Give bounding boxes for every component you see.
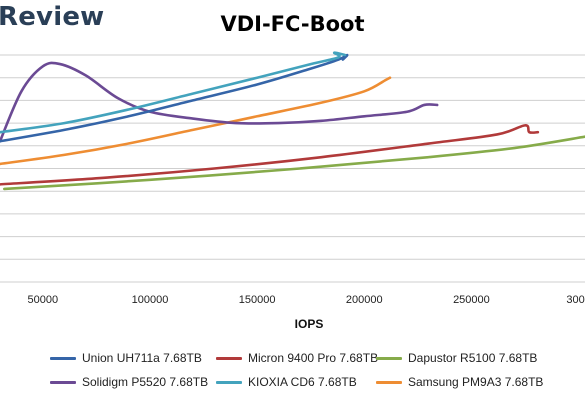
- legend-label: Micron 9400 Pro 7.68TB: [248, 351, 379, 365]
- series-line-dapustor-r5100-7-68tb: [2, 135, 585, 191]
- legend-entry: Solidigm P5520 7.68TB: [50, 375, 208, 389]
- legend-label: KIOXIA CD6 7.68TB: [248, 375, 357, 389]
- legend-swatch: [50, 356, 76, 360]
- x-axis-label: IOPS: [295, 317, 324, 331]
- chart-title: VDI-FC-Boot: [220, 12, 365, 36]
- x-tick-label: 150000: [239, 294, 276, 306]
- x-tick-label: 50000: [28, 294, 59, 306]
- gridlines: [0, 54, 585, 283]
- legend-label: Solidigm P5520 7.68TB: [82, 375, 209, 389]
- x-tick-label: 200000: [346, 294, 383, 306]
- series-line-solidigm-p5520-7-68tb: [0, 61, 439, 143]
- legend-entry: Union UH711a 7.68TB: [50, 351, 202, 365]
- legend-entry: KIOXIA CD6 7.68TB: [216, 375, 357, 389]
- line-chart: 50000 100000 150000 200000 250000 3000 IOPS: [0, 51, 585, 331]
- legend-label: Union UH711a 7.68TB: [82, 351, 202, 365]
- legend-swatch: [50, 380, 76, 384]
- legend-entry: Samsung PM9A3 7.68TB: [376, 375, 543, 389]
- x-axis-ticks: 50000 100000 150000 200000 250000 3000: [28, 294, 585, 306]
- legend: Union UH711a 7.68TB Micron 9400 Pro 7.68T…: [0, 347, 585, 397]
- series-lines: [0, 51, 585, 191]
- x-tick-label: 250000: [453, 294, 490, 306]
- brand-logo-text: Review: [0, 2, 105, 32]
- legend-label: Dapustor R5100 7.68TB: [408, 351, 538, 365]
- series-line-micron-9400-pro-7-68tb: [0, 124, 540, 186]
- legend-swatch: [376, 380, 402, 384]
- series-line-kioxia-cd6-7-68tb: [0, 51, 347, 134]
- x-tick-label: 100000: [132, 294, 169, 306]
- legend-entry: Micron 9400 Pro 7.68TB: [216, 351, 378, 365]
- x-tick-label: 3000: [566, 294, 585, 306]
- legend-swatch: [376, 356, 402, 360]
- series-line-samsung-pm9a3-7-68tb: [0, 76, 392, 166]
- legend-entry: Dapustor R5100 7.68TB: [376, 351, 537, 365]
- legend-swatch: [216, 380, 242, 384]
- legend-swatch: [216, 356, 242, 360]
- legend-label: Samsung PM9A3 7.68TB: [408, 375, 544, 389]
